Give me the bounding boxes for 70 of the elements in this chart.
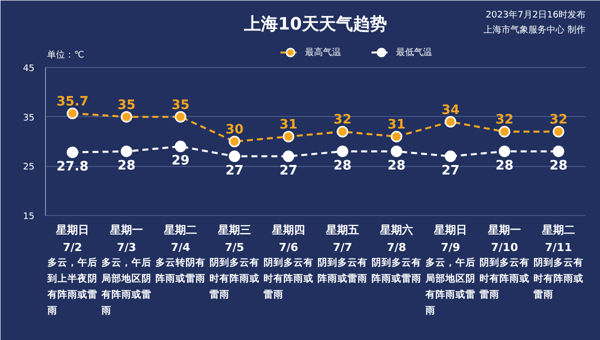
data-label: 35 <box>171 98 190 113</box>
text: 阴到多云有时有阵雨或雷雨 <box>210 256 260 300</box>
data-label: 28 <box>333 158 352 174</box>
data-label: 32 <box>333 112 352 128</box>
data-label: 29 <box>171 153 190 168</box>
point <box>66 108 78 120</box>
data-label: 32 <box>495 112 514 128</box>
x-tick-label: 星期一 7/3 <box>109 224 143 254</box>
data-label: 31 <box>279 118 298 133</box>
point <box>120 111 132 123</box>
legend-label: 最低气温 <box>396 46 432 58</box>
data-label: 35.7 <box>56 94 89 110</box>
legend-label: 最高气温 <box>305 46 341 58</box>
data-label: 28 <box>549 158 568 174</box>
x-tick-label: 星期三 7/5 <box>217 224 251 254</box>
x-tick-label: 星期日 7/9 <box>433 224 467 254</box>
data-label: 27 <box>441 163 460 178</box>
data-label: 27.8 <box>56 159 89 174</box>
point <box>498 126 510 138</box>
y-tick-label: 25 <box>23 162 34 173</box>
x-tick-label: 星期二 7/11 <box>541 224 575 254</box>
point <box>228 150 240 162</box>
point <box>390 130 402 142</box>
point <box>174 111 186 123</box>
text: 阴到多云有时有阵雨或雷雨 <box>480 256 530 300</box>
point <box>498 146 510 158</box>
data-label: 30 <box>225 122 244 138</box>
text: 阴到多云有阵雨或雷雨 <box>372 256 422 284</box>
text: 多云，午后局部地区阴有阵雨或雷雨 <box>424 256 476 316</box>
x-tick-label: 星期一 7/10 <box>487 224 521 254</box>
text: 多云转阴有阵雨或雷雨 <box>156 256 206 284</box>
text: 多云，午后局部地区阴有阵雨或雷雨 <box>100 256 152 316</box>
x-tick-label: 星期四 7/6 <box>271 224 305 254</box>
point <box>552 146 564 158</box>
text: 多云，午后到上半夜阴有阵雨或雷雨 <box>46 256 98 316</box>
point <box>66 146 78 158</box>
text: 阴到多云有时有阵雨或雷雨 <box>534 256 584 300</box>
point <box>444 116 456 128</box>
x-tick-label: 星期二 7/4 <box>163 224 197 254</box>
data-label: 31 <box>387 118 406 133</box>
point <box>282 150 294 162</box>
data-label: 35 <box>117 98 136 113</box>
text: 上海市气象服务中心 制作 <box>484 24 586 36</box>
text: 阴到多云有时有阵雨或雷雨 <box>264 256 314 300</box>
data-label: 34 <box>441 102 460 118</box>
point <box>336 126 348 138</box>
chart-title: 上海10天天气趋势 <box>243 14 387 34</box>
data-label: 27 <box>225 163 244 178</box>
x-tick-label: 星期五 7/7 <box>325 224 359 254</box>
x-tick-label: 星期六 7/8 <box>379 224 413 254</box>
y-tick-label: 15 <box>23 212 34 222</box>
data-label: 27 <box>279 163 298 178</box>
point <box>174 140 186 152</box>
data-label: 28 <box>117 158 136 174</box>
point <box>336 146 348 158</box>
point <box>120 146 132 158</box>
y-axis-title: 单位：℃ <box>47 50 84 60</box>
text: 阴到多云有阵雨或雷雨 <box>318 256 368 284</box>
point <box>552 126 564 138</box>
text: 2023年7月2日16时发布 <box>486 10 586 20</box>
y-tick-label: 45 <box>23 64 34 74</box>
data-label: 28 <box>387 158 406 174</box>
y-tick-label: 35 <box>23 113 34 124</box>
data-label: 28 <box>495 158 514 174</box>
point <box>282 130 294 142</box>
point <box>390 146 402 158</box>
point <box>228 136 240 148</box>
point <box>444 150 456 162</box>
data-label: 32 <box>549 112 568 128</box>
x-tick-label: 星期日 7/2 <box>55 224 89 254</box>
